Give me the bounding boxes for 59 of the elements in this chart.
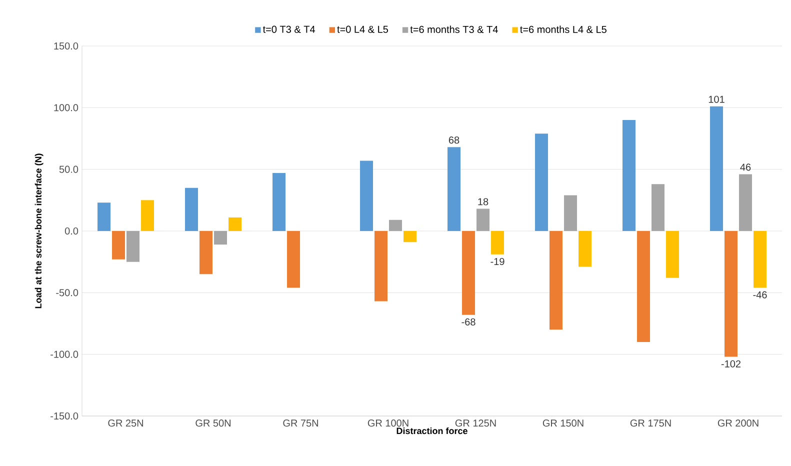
bar (666, 231, 680, 278)
legend-label: t=0 L4 & L5 (337, 26, 388, 33)
data-label: -68 (462, 318, 476, 326)
bar (578, 231, 592, 267)
bar (491, 231, 504, 254)
x-tick-label: GR 200N (718, 420, 758, 427)
bar (228, 217, 242, 231)
y-tick-label: 50.0 (59, 166, 78, 173)
bar (98, 202, 110, 231)
bar (448, 147, 461, 231)
x-axis-title: Distraction force (396, 427, 468, 434)
y-axis-title: Load at the screw-bone interface (N) (34, 154, 44, 308)
data-label: 18 (478, 198, 488, 206)
legend-label: t=6 months T3 & T4 (410, 26, 498, 33)
x-tick-label: GR 125N (455, 420, 496, 427)
y-tick-label: 0.0 (64, 227, 78, 235)
bar (652, 184, 665, 231)
y-tick-label: -150.0 (50, 412, 78, 420)
bar (389, 220, 402, 231)
legend-label: t=0 T3 & T4 (262, 26, 316, 33)
data-label: -102 (721, 360, 741, 368)
x-tick-label: GR 25N (108, 420, 143, 427)
bar (724, 231, 738, 357)
legend-label: t=6 months L4 & L5 (520, 26, 606, 33)
bar (200, 231, 213, 274)
data-label: 101 (708, 96, 724, 103)
bar (141, 200, 154, 231)
bar (272, 173, 286, 231)
x-tick-label: GR 75N (283, 420, 318, 427)
bar (360, 160, 374, 231)
bar (710, 106, 724, 231)
bar (112, 231, 126, 260)
bar (550, 231, 563, 330)
data-label: 68 (448, 136, 460, 144)
bar (564, 195, 578, 231)
x-tick-label: GR 50N (196, 420, 230, 427)
bar (622, 120, 636, 231)
data-label: 46 (740, 164, 751, 171)
bar (462, 231, 476, 315)
x-tick-label: GR 175N (630, 420, 671, 427)
bar (126, 231, 140, 262)
y-tick-label: 150.0 (54, 42, 78, 50)
bar (214, 231, 228, 245)
bar (476, 208, 490, 231)
data-label: -19 (490, 258, 504, 266)
y-tick-label: 100.0 (54, 104, 78, 112)
x-tick-label: GR 100N (368, 420, 408, 427)
bar (287, 231, 300, 288)
x-tick-label: GR 150N (542, 420, 584, 427)
bar (754, 231, 767, 288)
bar (535, 134, 548, 231)
data-label: -46 (753, 291, 767, 298)
bar (637, 231, 650, 342)
y-tick-label: -100.0 (50, 350, 78, 358)
bar (404, 231, 417, 242)
y-tick-label: -50.0 (56, 289, 78, 296)
bar (374, 231, 388, 302)
bar (739, 174, 752, 231)
bar (185, 188, 198, 231)
